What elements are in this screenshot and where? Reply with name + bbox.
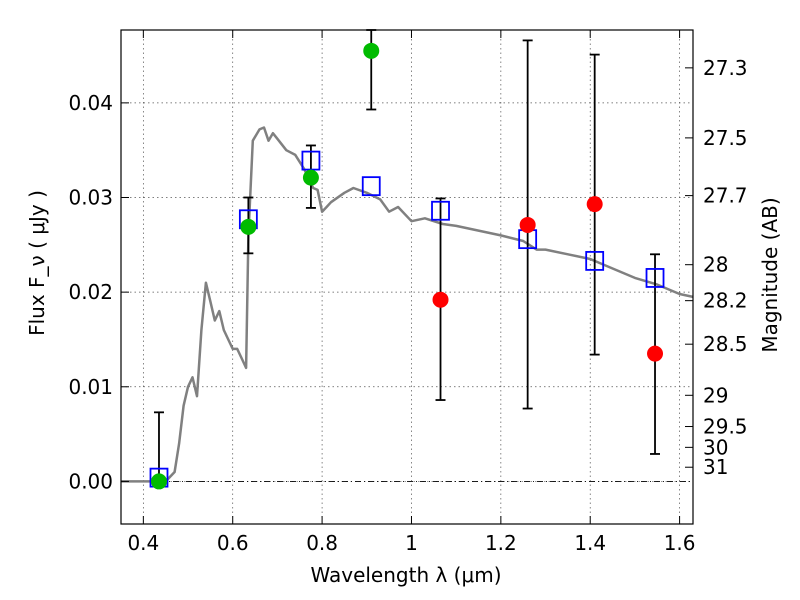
magnitude-tick-label: 27.7: [703, 184, 748, 208]
x-tick-label: 1.2: [485, 531, 517, 555]
x-tick-label: 0.4: [127, 531, 159, 555]
observed-flux-point: [647, 345, 664, 362]
observed-flux-point: [519, 216, 536, 233]
magnitude-tick-label: 29.5: [703, 415, 748, 439]
x-tick-label: 0.8: [306, 531, 338, 555]
magnitude-tick-label: 28: [703, 253, 728, 277]
magnitude-tick-label: 27.3: [703, 56, 748, 80]
x-tick-label: 0.6: [217, 531, 249, 555]
plot-area: [121, 30, 693, 524]
observed-flux-point: [363, 42, 380, 59]
magnitude-tick-label: 30: [703, 435, 728, 459]
model-flux-square: [301, 150, 321, 171]
y-axis-right-label: Magnitude (AB): [758, 197, 782, 352]
y-axis-ticks: 0.00 0.01 0.02 0.03 0.04: [68, 91, 129, 493]
magnitude-tick-label: 28.2: [703, 289, 748, 313]
x-tick-label: 1.4: [574, 531, 606, 555]
model-flux-square: [361, 176, 381, 197]
y-tick-label: 0.03: [68, 186, 113, 210]
y-axis-label: Flux F_ν ( μJy ): [25, 190, 49, 336]
magnitude-tick-label: 27.5: [703, 126, 748, 150]
observed-flux-point: [240, 218, 257, 235]
y-tick-label: 0.04: [68, 91, 113, 115]
plot-frame: [120, 29, 694, 525]
y-tick-label: 0.01: [68, 375, 113, 399]
x-tick-label: 1.6: [664, 531, 696, 555]
x-axis-label: Wavelength λ (μm): [310, 563, 501, 587]
magnitude-tick-label: 29: [703, 383, 728, 407]
observed-flux-point: [302, 169, 319, 186]
y-tick-label: 0.02: [68, 280, 113, 304]
magnitude-tick-label: 31: [703, 455, 728, 479]
model-flux-square: [645, 268, 665, 288]
x-tick-label: 1: [405, 531, 418, 555]
observed-flux-point: [586, 196, 603, 213]
observed-points: [150, 42, 664, 490]
x-axis-ticks: 0.4 0.6 0.8 1 1.2 1.4 1.6: [127, 30, 696, 555]
observed-flux-point: [432, 291, 449, 308]
model-flux-square: [585, 251, 605, 271]
magnitude-tick-label: 28.5: [703, 332, 748, 356]
observed-flux-point: [150, 473, 167, 490]
y-tick-label: 0.00: [68, 469, 113, 493]
model-flux-square: [431, 200, 450, 221]
